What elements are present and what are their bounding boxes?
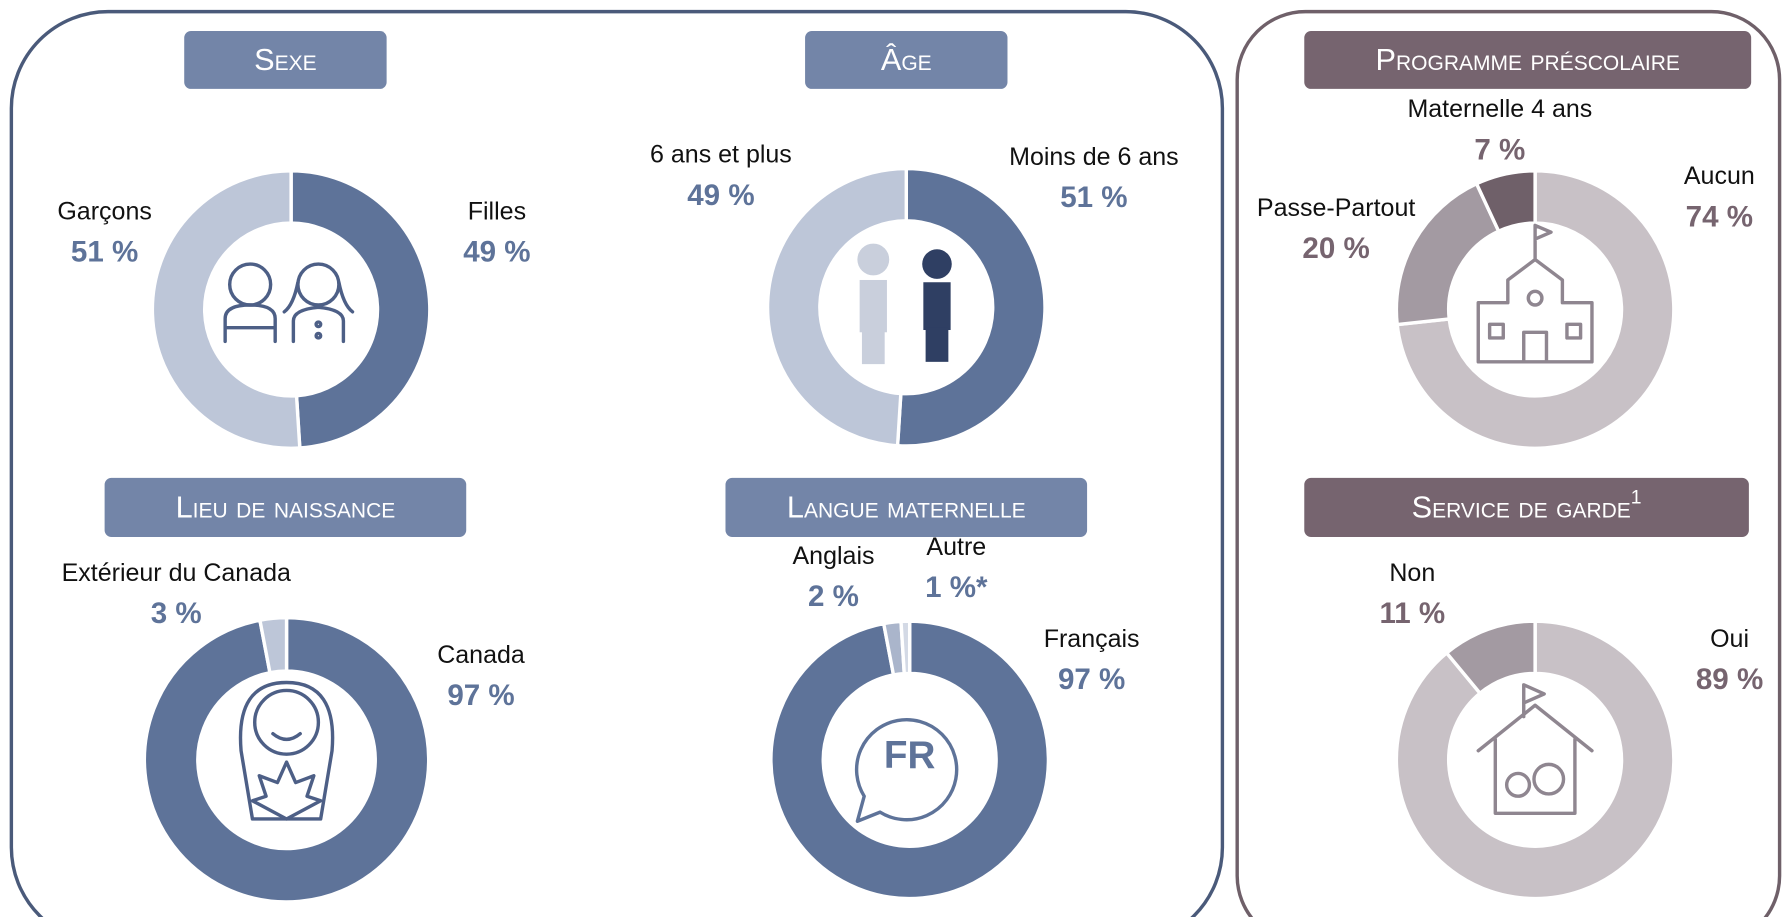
chart-title: Langue maternelle	[787, 490, 1026, 525]
value-label: 97 %	[1058, 663, 1125, 696]
category-label: Canada	[437, 641, 525, 669]
value-label: 89 %	[1696, 663, 1763, 696]
category-label: Moins de 6 ans	[1009, 143, 1179, 171]
category-label: Extérieur du Canada	[62, 559, 291, 587]
chart-title-text: Âge	[881, 42, 932, 77]
chart-title-text: Service de garde	[1412, 490, 1631, 525]
value-label: 1 %*	[925, 571, 988, 604]
donut-slice	[1444, 619, 1537, 696]
category-label: Filles	[468, 197, 526, 225]
value-label: 11 %	[1379, 597, 1445, 630]
chart-title-text: Programme préscolaire	[1376, 42, 1680, 77]
donut-slice	[150, 169, 302, 450]
value-label: 97 %	[447, 679, 514, 712]
value-label: 2 %	[808, 580, 859, 613]
value-label: 20 %	[1302, 232, 1369, 265]
chart: Sexe Filles 49 % Garçons 51 %	[57, 30, 531, 450]
donut-slice	[1395, 169, 1676, 450]
donut-slice	[1474, 169, 1537, 234]
children-icon	[223, 262, 355, 344]
chart-title: Programme préscolaire	[1376, 42, 1680, 77]
category-label: Passe-Partout	[1257, 194, 1415, 222]
daycare-icon	[1476, 683, 1594, 815]
left-panel	[9, 9, 1225, 917]
value-label: 49 %	[463, 236, 530, 269]
charts: Sexe Filles 49 % Garçons 51 % Âge Moins de 6 a…	[57, 30, 1763, 904]
donut-slice	[899, 619, 912, 676]
chart-title-text: Lieu de naissance	[176, 490, 396, 525]
chart: Âge Moins de 6 ans 51 % 6 ans et plus 49 %	[650, 30, 1179, 448]
category-label: Aucun	[1684, 162, 1755, 190]
chart: Service de garde1 Oui 89 % Non 11 %	[1304, 477, 1763, 901]
donut-slice	[142, 615, 431, 904]
right-panel	[1235, 9, 1782, 917]
donut-slice	[895, 166, 1047, 448]
header-box	[805, 30, 1008, 89]
donut-slice	[257, 615, 289, 675]
value-label: 74 %	[1686, 200, 1753, 233]
chart: Lieu de naissance Canada 97 % Extérieur du …	[62, 477, 525, 904]
chart-title-text: Sexe	[254, 42, 317, 77]
category-label: Garçons	[57, 197, 151, 225]
donut-slice	[289, 169, 432, 450]
value-label: 49 %	[687, 179, 754, 212]
chart-title: Âge	[881, 42, 932, 77]
header-box	[725, 477, 1088, 537]
donut-slice	[769, 619, 1051, 901]
value-label: 51 %	[1060, 181, 1127, 214]
header-box	[104, 477, 467, 537]
category-label: Anglais	[793, 542, 875, 570]
category-label: 6 ans et plus	[650, 141, 792, 169]
category-label: Maternelle 4 ans	[1407, 95, 1592, 123]
chart-title: Lieu de naissance	[176, 490, 396, 525]
value-label: 7 %	[1474, 133, 1525, 166]
category-label: Autre	[926, 533, 986, 561]
donut-slice	[1394, 619, 1676, 901]
donut-slice	[765, 166, 908, 448]
icons: FR	[223, 223, 1594, 823]
chart: Programme préscolaire Aucun 74 % Passe-Part…	[1257, 30, 1755, 450]
value-label: 3 %	[151, 597, 202, 630]
chart: Langue maternelle Français 97 % Anglais 2 % A…	[725, 477, 1140, 901]
chart-title-text: Langue maternelle	[787, 490, 1026, 525]
school-icon	[1476, 223, 1594, 364]
fr-icon	[854, 717, 959, 823]
chart-title: Service de garde1	[1412, 487, 1642, 524]
category-label: Oui	[1710, 625, 1749, 653]
category-label: Non	[1389, 559, 1435, 587]
header-box	[184, 30, 387, 89]
fr-icon-text: FR	[884, 734, 936, 777]
baby-icon	[238, 680, 335, 821]
header-box	[1304, 477, 1749, 537]
category-label: Français	[1044, 625, 1140, 653]
header-box	[1304, 30, 1752, 89]
chart-title: Sexe	[254, 42, 317, 77]
value-label: 51 %	[71, 236, 138, 269]
footnote-mark: 1	[1631, 487, 1642, 508]
kids-icon	[857, 243, 952, 365]
